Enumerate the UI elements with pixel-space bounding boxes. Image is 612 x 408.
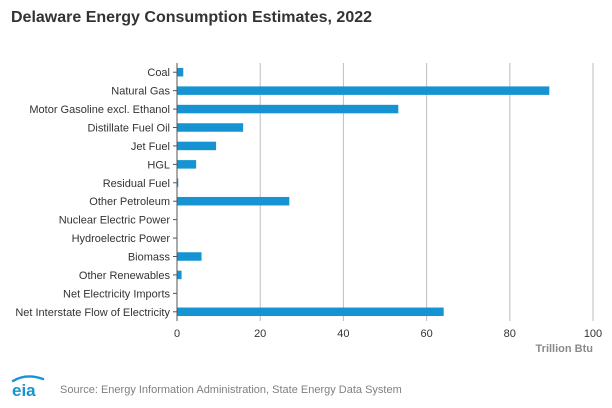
category-label: Jet Fuel — [131, 141, 170, 153]
category-label: Motor Gasoline excl. Ethanol — [29, 104, 170, 116]
bar — [177, 196, 290, 206]
bars — [177, 67, 550, 317]
bar — [177, 160, 197, 169]
x-tick-label: 80 — [504, 328, 516, 340]
bar — [177, 123, 244, 132]
category-label: Coal — [147, 67, 170, 79]
bar — [177, 252, 202, 261]
bar — [177, 178, 179, 188]
category-label: HGL — [147, 159, 170, 171]
category-labels: Coal Natural Gas Motor Gasoline excl. Etha… — [15, 67, 177, 319]
bar — [177, 141, 217, 151]
category-label: Residual Fuel — [103, 178, 170, 190]
x-tick-label: 100 — [584, 328, 602, 340]
x-axis-label: Trillion Btu — [536, 343, 593, 355]
bar — [177, 104, 399, 114]
x-tick-label: 60 — [420, 328, 432, 340]
bar — [177, 86, 550, 95]
bar — [177, 270, 182, 280]
category-label: Distillate Fuel Oil — [87, 123, 170, 135]
category-label: Net Electricity Imports — [63, 288, 170, 300]
category-label: Net Interstate Flow of Electricity — [15, 307, 170, 319]
category-label: Hydroelectric Power — [72, 233, 171, 245]
eia-logo-text: eia — [12, 381, 36, 400]
footer: eia Source: Energy Information Administr… — [10, 374, 600, 400]
x-tick-labels: 0 20 40 60 80 100 — [174, 328, 602, 340]
chart-title: Delaware Energy Consumption Estimates, 2… — [11, 9, 373, 26]
eia-logo: eia — [11, 375, 45, 400]
x-tick-label: 40 — [337, 328, 349, 340]
x-tick-label: 0 — [174, 328, 180, 340]
source-note: Source: Energy Information Administratio… — [60, 384, 402, 396]
category-label: Biomass — [128, 252, 171, 264]
category-label: Nuclear Electric Power — [59, 215, 171, 227]
x-tick-label: 20 — [254, 328, 266, 340]
category-label: Other Renewables — [79, 270, 171, 282]
bar — [177, 307, 444, 317]
bar-chart: Coal Natural Gas Motor Gasoline excl. Etha… — [15, 63, 602, 355]
bar — [177, 67, 184, 77]
grid-lines — [259, 63, 594, 321]
category-label: Other Petroleum — [89, 196, 170, 208]
category-label: Natural Gas — [111, 86, 170, 98]
